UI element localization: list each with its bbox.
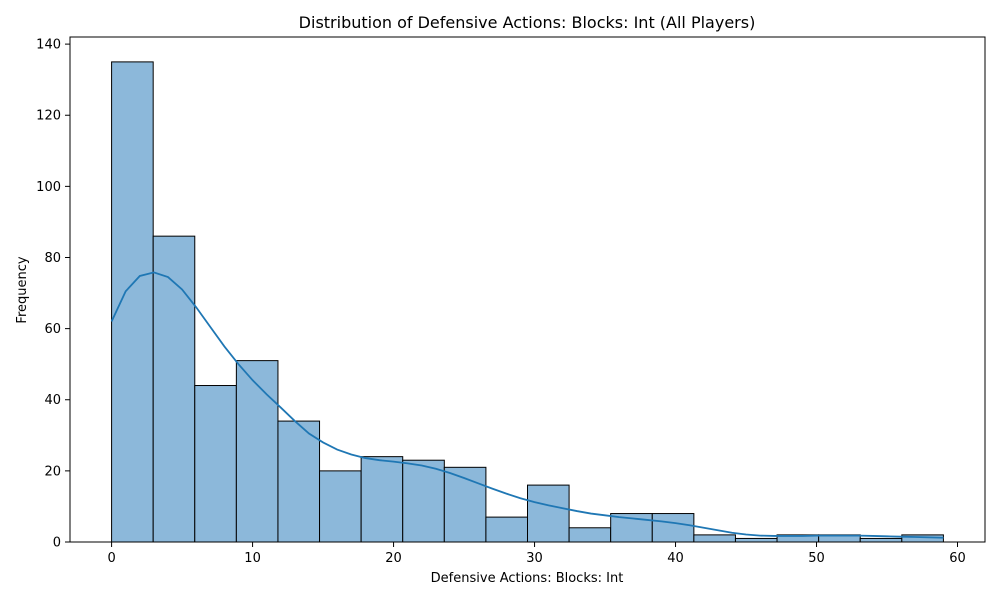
histogram-bar (651, 513, 695, 543)
x-tick-label: 30 (526, 551, 543, 566)
y-tick-label: 120 (36, 109, 61, 124)
y-tick-label: 0 (53, 536, 61, 551)
histogram-bar (734, 537, 778, 543)
histogram-bar (693, 534, 736, 543)
histogram-bar (152, 235, 196, 543)
histogram-bar (859, 537, 903, 543)
histogram-bar (111, 61, 154, 543)
x-tick-label: 40 (667, 551, 684, 566)
bars-group (111, 61, 944, 543)
histogram-bar (485, 516, 528, 543)
histogram-bar (402, 459, 445, 543)
histogram-bar (319, 470, 362, 543)
histogram-bar (568, 527, 612, 543)
y-tick-label: 140 (36, 38, 61, 53)
x-tick-label: 0 (107, 551, 115, 566)
x-tick-label: 20 (385, 551, 402, 566)
y-axis-label: Frequency (15, 256, 30, 323)
x-tick-label: 10 (244, 551, 261, 566)
histogram-bar (235, 360, 279, 543)
x-tick-label: 60 (949, 551, 966, 566)
kde-line (110, 271, 944, 539)
y-axis-ticks: 0 20 40 60 80 100 120 140 (36, 38, 70, 551)
histogram-bar (277, 420, 321, 543)
y-tick-label: 80 (44, 251, 61, 266)
y-tick-label: 100 (36, 180, 61, 195)
y-tick-label: 20 (44, 464, 61, 479)
y-tick-label: 40 (44, 393, 61, 408)
plot-frame (69, 36, 986, 543)
histogram-bar (443, 466, 487, 543)
chart-title: Distribution of Defensive Actions: Block… (299, 13, 756, 32)
histogram-bar (360, 456, 404, 543)
x-tick-label: 50 (808, 551, 825, 566)
histogram-bar (194, 385, 237, 543)
x-axis-label: Defensive Actions: Blocks: Int (431, 571, 624, 586)
x-axis-ticks: 0 10 20 30 40 50 60 (107, 542, 966, 566)
histogram-bar (527, 484, 570, 543)
y-tick-label: 60 (44, 322, 61, 337)
